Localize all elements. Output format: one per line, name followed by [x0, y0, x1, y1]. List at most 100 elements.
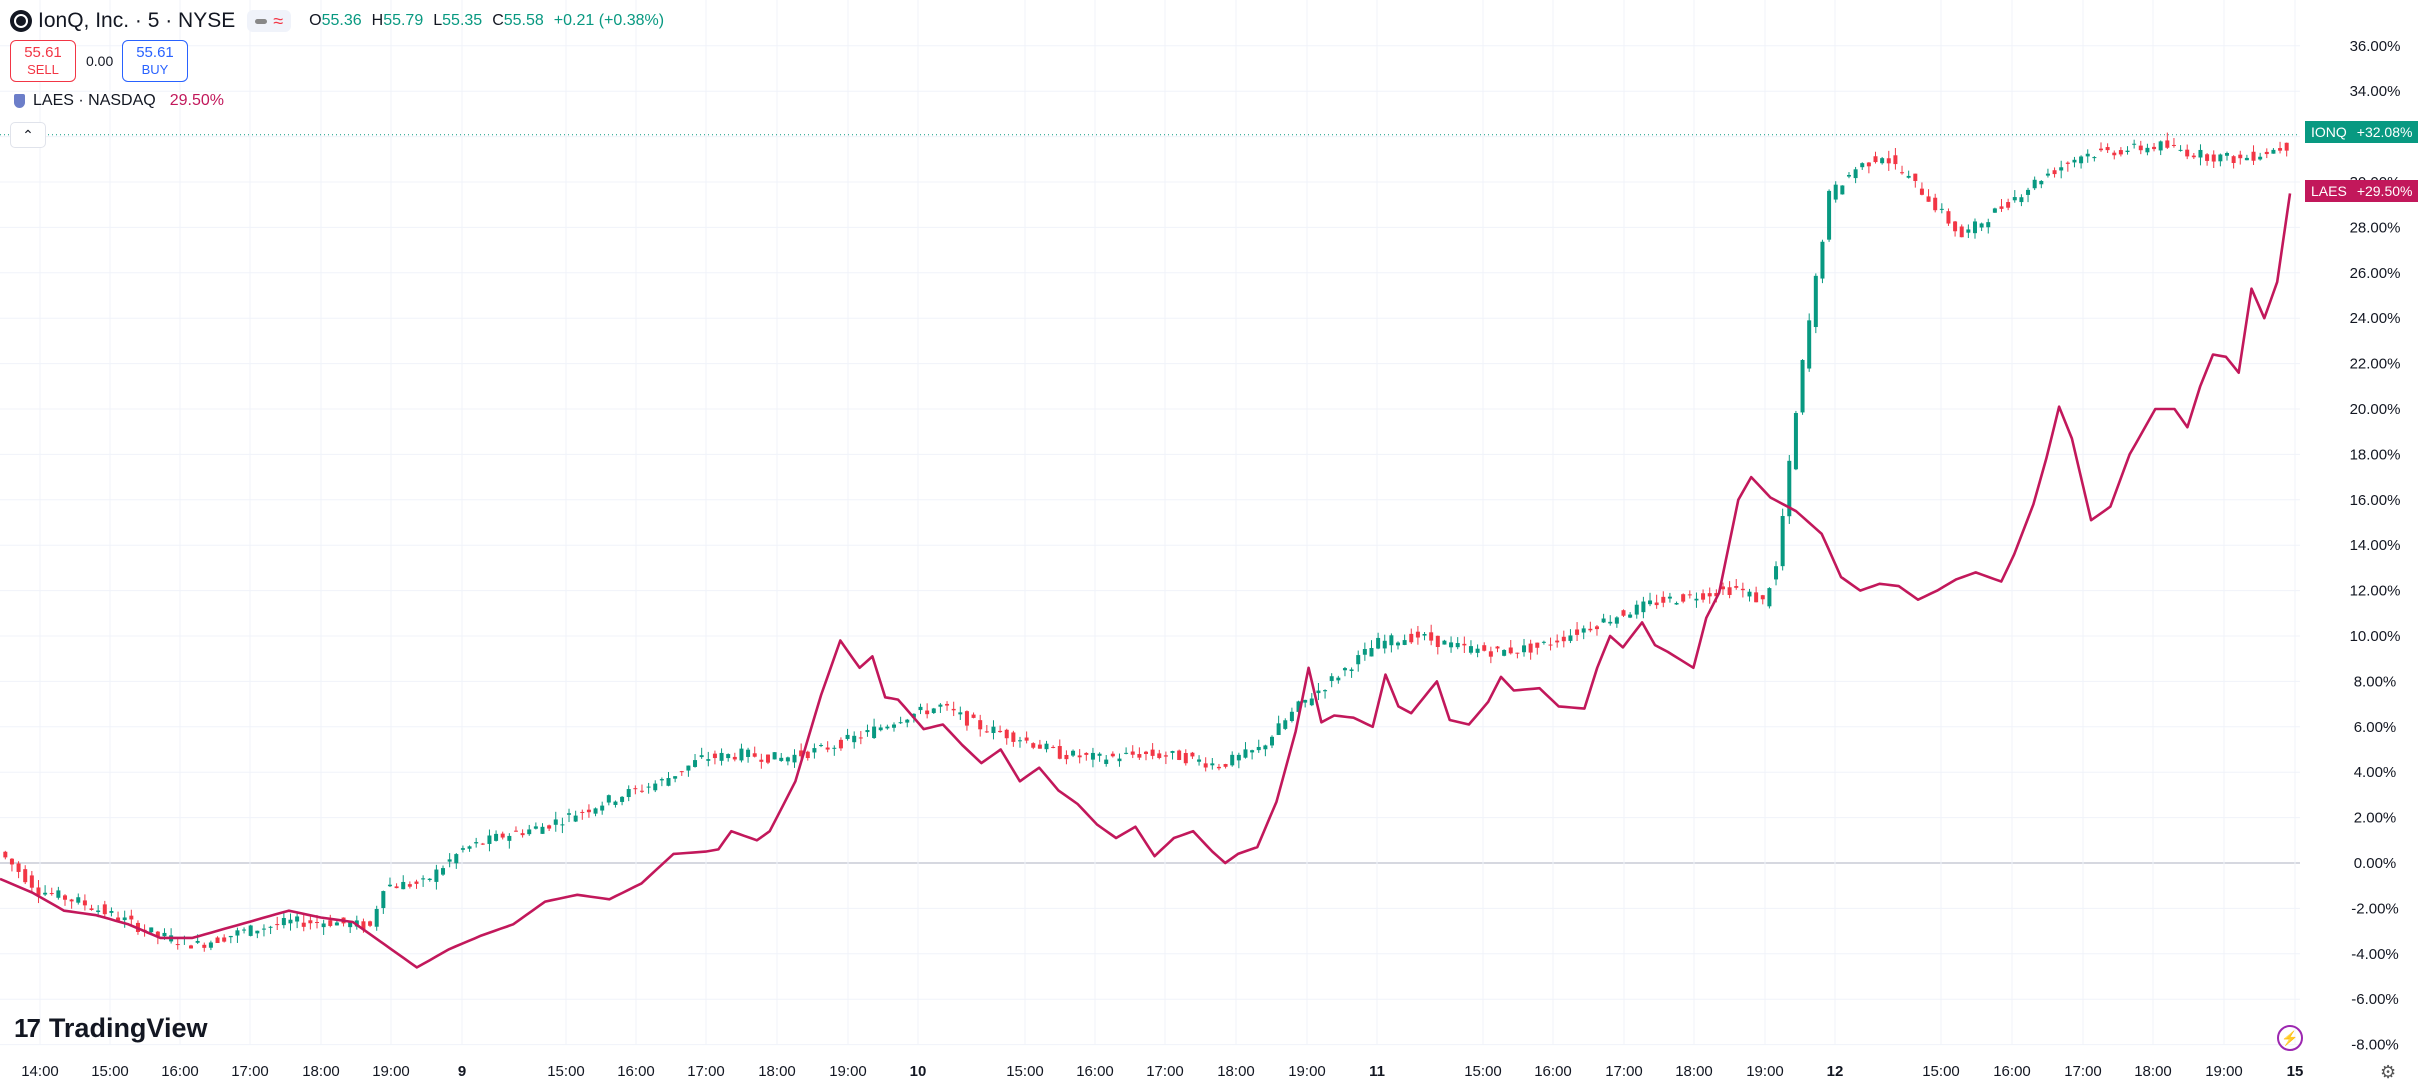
ionq-candle	[1488, 651, 1493, 657]
ionq-candle	[23, 869, 28, 883]
ionq-candle	[1183, 753, 1188, 764]
x-tick-label: 17:00	[1605, 1063, 1643, 1080]
x-tick-label: 17:00	[231, 1063, 269, 1080]
buy-label: BUY	[141, 62, 169, 77]
ionq-candle	[1601, 618, 1606, 623]
ionq-candle	[129, 915, 134, 920]
ionq-candle	[1157, 753, 1162, 758]
ionq-candle	[898, 722, 903, 724]
x-tick-label: 18:00	[302, 1063, 340, 1080]
ionq-candle	[2224, 152, 2229, 156]
ionq-candle	[89, 908, 94, 911]
ionq-candle	[1608, 621, 1613, 624]
ionq-candle	[1999, 206, 2004, 209]
x-tick-label: 19:00	[1746, 1063, 1784, 1080]
ionq-candle	[2065, 162, 2070, 164]
ohlc-readout: O55.36 H55.79 L55.35 C55.58 +0.21 (+0.38…	[309, 12, 664, 30]
ionq-candle	[2171, 144, 2176, 146]
ionq-candle	[2059, 167, 2064, 171]
laes-price-tag: LAES +29.50%	[2305, 180, 2419, 202]
ionq-candle	[1681, 594, 1686, 602]
ionq-candle	[1734, 586, 1739, 588]
ionq-candle	[2118, 150, 2123, 155]
ionq-candle	[1110, 753, 1115, 757]
ionq-candle	[268, 926, 273, 928]
ionq-candle	[1548, 644, 1553, 646]
brand-name: TradingView	[48, 1013, 208, 1043]
ionq-candle	[315, 921, 320, 923]
ionq-candle	[434, 869, 439, 882]
ionq-candle	[1588, 628, 1593, 631]
y-tick-label: -6.00%	[2351, 991, 2399, 1008]
y-tick-label: 12.00%	[2350, 583, 2401, 600]
ionq-candle	[1409, 633, 1414, 643]
ionq-candle	[1017, 740, 1022, 742]
ionq-candle	[1760, 595, 1765, 600]
ionq-candle	[573, 815, 578, 822]
ionq-candle	[1236, 754, 1241, 761]
ionq-candle	[772, 752, 777, 760]
low-value: 55.35	[442, 12, 483, 29]
ionq-candle	[1866, 162, 1871, 167]
symbol-title[interactable]: IonQ, Inc. · 5 · NYSE	[38, 9, 236, 32]
ionq-candle	[1714, 593, 1719, 597]
x-tick-label: 18:00	[1217, 1063, 1255, 1080]
ionq-candle	[56, 890, 61, 898]
ionq-candle	[96, 910, 101, 913]
tradingview-logo[interactable]: 17 TradingView	[14, 1013, 207, 1044]
buy-button[interactable]: 55.61 BUY	[122, 40, 188, 82]
ionq-candle	[1462, 643, 1467, 646]
ionq-candle	[540, 826, 545, 834]
x-tick-label: 18:00	[2134, 1063, 2172, 1080]
buy-price: 55.61	[136, 44, 174, 61]
ionq-candle	[2138, 145, 2143, 151]
ionq-candle	[1336, 677, 1341, 681]
ionq-candle	[494, 833, 499, 841]
ionq-candle	[9, 858, 14, 865]
ionq-candle	[155, 931, 160, 937]
ionq-candle	[487, 835, 492, 844]
open-value: 55.36	[321, 12, 362, 29]
collapse-chevron-icon[interactable]: ⌃	[10, 122, 46, 148]
settings-icon[interactable]: ⚙	[2380, 1062, 2397, 1082]
ionq-candle	[2079, 156, 2084, 164]
ionq-candle	[2238, 154, 2243, 159]
ionq-candle	[1740, 588, 1745, 591]
ionq-candle	[441, 868, 446, 875]
ionq-candle	[381, 891, 386, 909]
y-tick-label: 18.00%	[2350, 446, 2401, 463]
ionq-candle	[2205, 154, 2210, 161]
ionq-candle	[852, 735, 857, 743]
ionq-candle	[2132, 143, 2137, 145]
ionq-candle	[195, 940, 200, 943]
x-tick-label: 10	[910, 1063, 927, 1080]
ionq-candle	[2211, 154, 2216, 162]
laes-series-line	[0, 193, 2292, 969]
ionq-candle	[918, 706, 923, 711]
ionq-candle	[1270, 736, 1275, 746]
shield-icon	[14, 94, 25, 108]
ionq-candle	[281, 918, 286, 926]
ionq-candle	[1342, 668, 1347, 671]
ionq-candle	[308, 920, 313, 924]
ionq-candle	[16, 863, 21, 872]
chart-style-toggle[interactable]: ≈	[247, 10, 292, 32]
ionq-candle	[1415, 631, 1420, 638]
ionq-candle	[1163, 755, 1168, 757]
ionq-candle	[2032, 179, 2037, 189]
ionq-candle	[1071, 750, 1076, 756]
ionq-candle	[1522, 645, 1527, 653]
x-tick-label: 17:00	[2064, 1063, 2102, 1080]
sell-button[interactable]: 55.61 SELL	[10, 40, 76, 82]
ionq-candle	[1170, 751, 1175, 753]
ionq-candle	[1495, 646, 1500, 649]
ionq-candle	[1508, 647, 1513, 654]
compare-legend[interactable]: LAES · NASDAQ 29.50%	[14, 92, 224, 110]
ionq-candle	[1528, 643, 1533, 653]
ionq-candle	[1044, 743, 1049, 750]
ionq-candle	[1435, 635, 1440, 647]
lightning-icon[interactable]: ⚡	[2277, 1025, 2303, 1051]
x-tick-label: 15:00	[1464, 1063, 1502, 1080]
ionq-candle	[507, 835, 512, 841]
